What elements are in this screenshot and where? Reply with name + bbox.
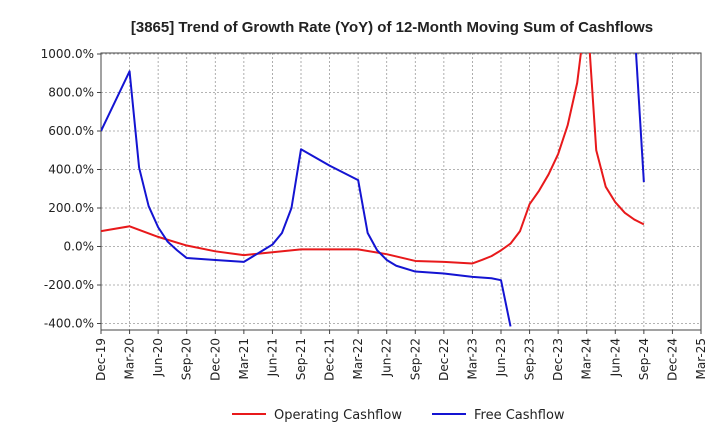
x-tick-label: Sep-24: [637, 338, 651, 380]
x-tick-label: Dec-20: [208, 338, 222, 381]
x-tick-label: Mar-24: [580, 338, 594, 379]
x-tick-label: Jun-24: [608, 338, 622, 377]
x-tick-label: Jun-23: [494, 338, 508, 377]
x-tick-label: Dec-21: [323, 338, 337, 381]
x-tick-label: Dec-19: [94, 338, 108, 381]
y-tick-label: -400.0%: [44, 317, 94, 331]
x-tick-label: Jun-22: [380, 338, 394, 377]
operating-cashflow-line: [101, 53, 645, 265]
x-tick-label: Mar-25: [694, 338, 708, 379]
legend: Operating Cashflow Free Cashflow: [232, 408, 565, 423]
free-cashflow-line: [101, 70, 512, 327]
x-tick-label: Mar-23: [465, 338, 479, 379]
x-tick-label: Sep-20: [180, 338, 194, 380]
y-tick-label: 1000.0%: [41, 47, 94, 61]
x-tick-label: Dec-24: [665, 338, 679, 381]
y-tick-label: 0.0%: [64, 240, 95, 254]
x-tick-label: Dec-22: [437, 338, 451, 381]
plot-area-border: [100, 52, 702, 331]
x-axis: Dec-19 Mar-20 Jun-20 Sep-20 Dec-20 Mar-21 Jun-…: [94, 330, 708, 381]
chart-title: [3865] Trend of Growth Rate (YoY) of 12-…: [131, 19, 653, 36]
x-tick-label: Sep-23: [523, 338, 537, 380]
grid: [100, 53, 702, 330]
y-tick-label: 200.0%: [48, 201, 94, 215]
x-tick-label: Mar-22: [351, 338, 365, 379]
x-tick-label: Jun-21: [265, 338, 279, 377]
x-tick-label: Dec-23: [551, 338, 565, 381]
series-layer: [101, 53, 645, 327]
free-cashflow-line-late-segment: [635, 53, 645, 183]
x-tick-label: Sep-21: [294, 338, 308, 380]
y-tick-label: 800.0%: [48, 86, 94, 100]
y-tick-label: -200.0%: [44, 278, 94, 292]
x-tick-label: Mar-20: [123, 338, 137, 379]
legend-label-operating-cashflow: Operating Cashflow: [274, 408, 402, 423]
x-tick-label: Mar-21: [237, 338, 251, 379]
y-tick-label: 600.0%: [48, 124, 94, 138]
y-tick-label: 400.0%: [48, 163, 94, 177]
x-tick-label: Jun-20: [151, 338, 165, 377]
y-axis: 1000.0% 800.0% 600.0% 400.0% 200.0% 0.0% -200.…: [41, 47, 101, 331]
legend-label-free-cashflow: Free Cashflow: [474, 408, 565, 423]
x-tick-label: Sep-22: [408, 338, 422, 380]
